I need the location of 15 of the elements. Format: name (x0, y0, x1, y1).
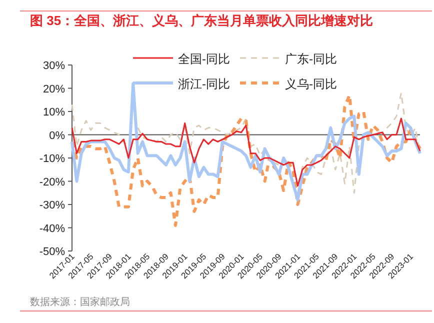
legend-label: 广东-同比 (285, 52, 337, 66)
legend-label: 全国-同比 (178, 52, 230, 66)
y-tick-label: -40% (39, 222, 66, 235)
y-tick-label: -20% (39, 176, 66, 188)
y-tick-label: 10% (42, 106, 66, 118)
y-tick-label: -30% (39, 200, 66, 212)
y-tick-label: 30% (42, 60, 66, 72)
y-tick-label: 0% (49, 130, 66, 142)
y-tick-label: -50% (39, 246, 66, 258)
legend-label: 浙江-同比 (178, 77, 230, 91)
source-note: 数据来源：国家邮政局 (30, 296, 130, 308)
legend-label: 义乌-同比 (285, 77, 337, 91)
y-tick-label: -10% (39, 153, 66, 165)
chart-title: 图 35：全国、浙江、义乌、广东当月单票收入同比增速对比 (30, 13, 374, 28)
y-tick-label: 20% (42, 83, 66, 96)
